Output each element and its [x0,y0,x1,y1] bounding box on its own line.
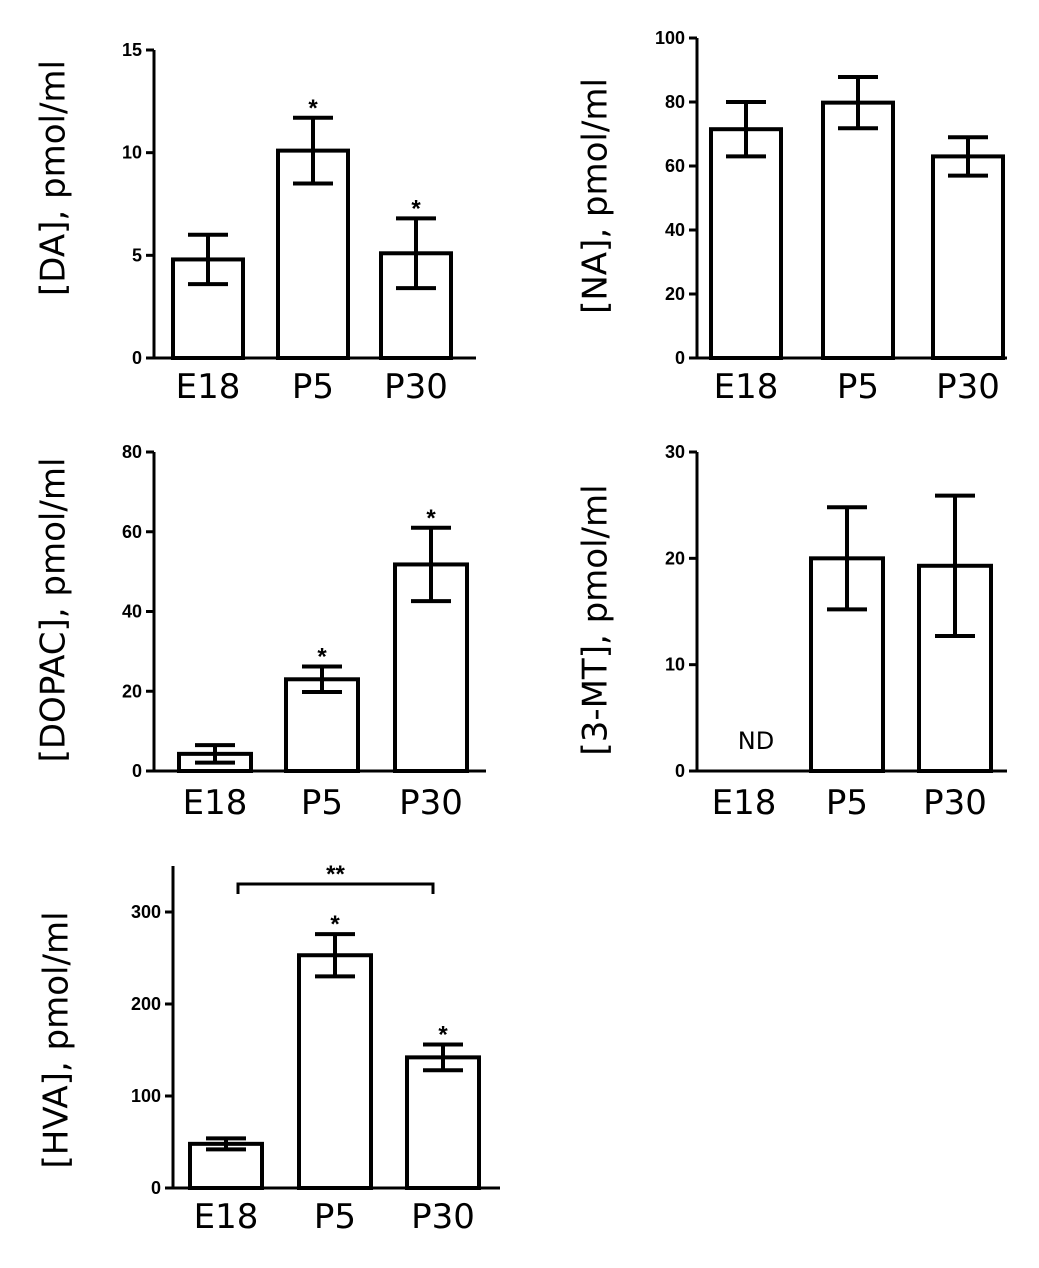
y-tick-label: 0 [675,761,685,781]
category-label: P30 [411,1197,475,1237]
bar [405,1055,481,1190]
category-label: P5 [314,1197,356,1237]
category-label: P30 [399,783,463,823]
y-tick-label: 0 [675,348,685,368]
y-tick-label: 10 [122,143,142,163]
bar [297,953,373,1190]
y-axis-label: [3-MT], pmol/ml [576,484,616,755]
y-tick-label: 40 [665,220,685,240]
y-tick-label: 100 [655,28,685,48]
y-tick-label: 60 [122,522,142,542]
significance-marker: * [438,1021,448,1048]
y-axis-label: [HVA], pmol/ml [37,911,77,1168]
category-label: E18 [183,783,248,823]
y-tick-label: 0 [132,348,142,368]
bar [931,154,1005,360]
bar [821,100,895,360]
y-tick-label: 40 [122,602,142,622]
y-tick-label: 80 [665,92,685,112]
y-tick-label: 80 [122,442,142,462]
category-label: E18 [712,783,777,823]
y-tick-label: 200 [131,994,161,1014]
bar [284,677,360,773]
y-tick-label: 20 [665,548,685,568]
bar [709,127,783,360]
y-tick-label: 100 [131,1086,161,1106]
significance-marker: * [411,195,421,222]
category-label: E18 [194,1197,259,1237]
y-tick-label: 20 [122,681,142,701]
category-label: E18 [714,367,779,407]
y-tick-label: 30 [665,442,685,462]
category-label: P30 [923,783,987,823]
significance-marker: * [426,505,436,532]
y-tick-label: 20 [665,284,685,304]
y-tick-label: 10 [665,655,685,675]
category-label: E18 [176,367,241,407]
significance-bracket [236,882,435,894]
category-label: P30 [936,367,1000,407]
category-label: P5 [826,783,868,823]
y-axis-label: [DOPAC], pmol/ml [34,458,74,763]
category-label: P5 [301,783,343,823]
y-axis-label: [DA], pmol/ml [34,60,74,296]
significance-marker: * [317,644,327,671]
y-tick-label: 15 [122,40,142,60]
significance-marker: * [330,911,340,938]
bracket-label: ** [326,861,345,888]
y-tick-label: 5 [132,245,142,265]
category-label: P5 [837,367,879,407]
not-detected-label: ND [738,727,774,755]
category-label: P30 [384,367,448,407]
y-tick-label: 300 [131,902,161,922]
category-label: P5 [292,367,334,407]
y-axis-label: [NA], pmol/ml [576,78,616,314]
y-tick-label: 60 [665,156,685,176]
y-tick-label: 0 [132,761,142,781]
y-tick-label: 0 [151,1178,161,1198]
significance-marker: * [308,95,318,122]
